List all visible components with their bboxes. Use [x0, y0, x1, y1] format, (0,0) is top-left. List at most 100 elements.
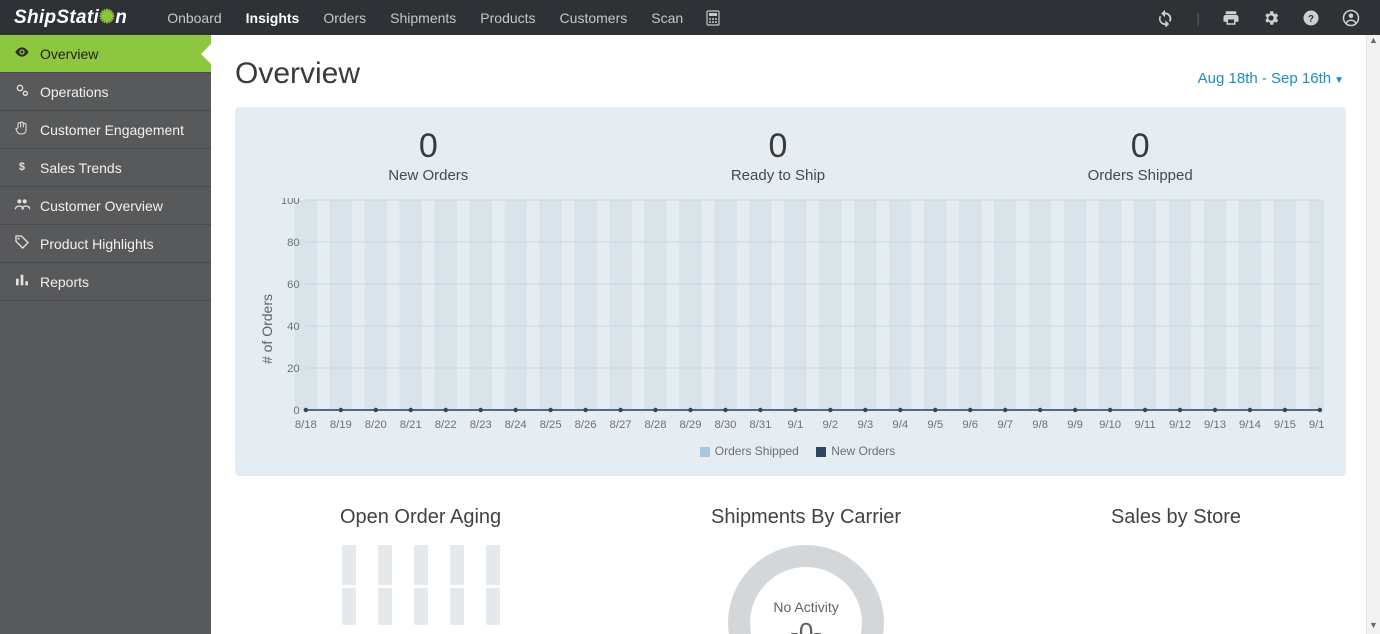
sidebar: Overview Operations Customer Engagement …	[0, 35, 211, 634]
sidebar-item-reports[interactable]: Reports	[0, 263, 211, 301]
page-title: Overview	[235, 57, 360, 91]
svg-text:8/29: 8/29	[679, 419, 701, 431]
svg-text:100: 100	[281, 198, 300, 207]
svg-text:9/13: 9/13	[1204, 419, 1226, 431]
svg-text:9/10: 9/10	[1099, 419, 1121, 431]
scrollbar[interactable]: ▲ ▼	[1366, 35, 1380, 634]
sidebar-item-sales-trends[interactable]: $ Sales Trends	[0, 149, 211, 187]
svg-text:9/1: 9/1	[788, 419, 804, 431]
svg-text:9/3: 9/3	[857, 419, 873, 431]
carrier-donut: No Activity -0-	[728, 545, 884, 634]
svg-text:8/30: 8/30	[714, 419, 736, 431]
sidebar-item-customer-overview[interactable]: Customer Overview	[0, 187, 211, 225]
sidebar-item-label: Customer Overview	[40, 198, 163, 214]
kpi-ready-to-ship: 0 Ready to Ship	[731, 129, 825, 184]
eye-icon	[14, 44, 30, 63]
nav-shipments[interactable]: Shipments	[378, 0, 468, 35]
legend-swatch-new	[816, 447, 826, 457]
sidebar-item-engagement[interactable]: Customer Engagement	[0, 111, 211, 149]
svg-text:9/2: 9/2	[822, 419, 838, 431]
panel-sales-by-store: Sales by Store	[1111, 506, 1241, 634]
svg-text:9/16: 9/16	[1309, 419, 1324, 431]
y-axis-label: # of Orders	[257, 272, 275, 364]
brand-logo[interactable]: ShipStati✺n	[0, 6, 155, 29]
svg-text:8/22: 8/22	[435, 419, 457, 431]
sidebar-item-label: Product Highlights	[40, 236, 154, 252]
svg-text:20: 20	[287, 363, 300, 375]
scroll-up-icon[interactable]: ▲	[1367, 35, 1380, 49]
donut-label: No Activity	[773, 599, 838, 615]
settings-icon[interactable]	[1262, 9, 1280, 27]
brand-prefix: ShipStati	[14, 7, 99, 28]
date-range-label: Aug 18th - Sep 16th	[1198, 70, 1331, 87]
nav-orders[interactable]: Orders	[311, 0, 378, 35]
secondary-panels: Open Order Aging Shipments By Carrier No…	[235, 506, 1346, 634]
aging-bars	[340, 545, 501, 625]
kpi-label: New Orders	[388, 167, 468, 184]
sidebar-item-label: Customer Engagement	[40, 122, 184, 138]
aging-bar	[414, 545, 428, 625]
chevron-down-icon: ▼	[1334, 75, 1344, 86]
legend-swatch-shipped	[700, 447, 710, 457]
calculator-icon[interactable]	[695, 0, 731, 35]
nav-customers[interactable]: Customers	[548, 0, 640, 35]
account-icon[interactable]	[1342, 9, 1360, 27]
nav-onboard[interactable]: Onboard	[155, 0, 233, 35]
kpi-value: 0	[731, 129, 825, 163]
print-icon[interactable]	[1222, 9, 1240, 27]
nav-insights[interactable]: Insights	[234, 0, 312, 35]
svg-text:8/31: 8/31	[749, 419, 771, 431]
hand-icon	[14, 120, 30, 139]
orders-chart-wrap: # of Orders 0 20 40 60 80 100 8/18 8/19 8/20 8/21…	[257, 198, 1324, 438]
panel-title: Open Order Aging	[340, 506, 501, 529]
kpi-value: 0	[1088, 129, 1193, 163]
orders-chart: 0204060801008/188/198/208/218/228/238/24…	[275, 198, 1324, 438]
help-icon[interactable]: ?	[1302, 9, 1320, 27]
sidebar-item-product-highlights[interactable]: Product Highlights	[0, 225, 211, 263]
svg-text:40: 40	[287, 321, 300, 333]
svg-text:80: 80	[287, 237, 300, 249]
svg-text:8/26: 8/26	[575, 419, 597, 431]
svg-text:8/21: 8/21	[400, 419, 422, 431]
date-range-picker[interactable]: Aug 18th - Sep 16th▼	[1198, 70, 1344, 87]
kpi-orders-shipped: 0 Orders Shipped	[1088, 129, 1193, 184]
svg-text:60: 60	[287, 279, 300, 291]
users-icon	[14, 196, 30, 215]
aging-bar	[450, 545, 464, 625]
svg-text:$: $	[19, 161, 25, 173]
svg-text:8/19: 8/19	[330, 419, 352, 431]
legend-label-new: New Orders	[831, 444, 895, 458]
chart-legend: Orders Shipped New Orders	[257, 444, 1324, 458]
panel-shipments-by-carrier: Shipments By Carrier No Activity -0-	[711, 506, 901, 634]
aging-bar	[378, 545, 392, 625]
svg-text:8/18: 8/18	[295, 419, 317, 431]
svg-text:9/6: 9/6	[962, 419, 978, 431]
svg-text:8/23: 8/23	[470, 419, 492, 431]
sidebar-item-overview[interactable]: Overview	[0, 35, 211, 73]
main-content: Overview Aug 18th - Sep 16th▼ 0 New Orde…	[211, 35, 1366, 634]
sidebar-item-label: Reports	[40, 274, 89, 290]
svg-text:8/20: 8/20	[365, 419, 387, 431]
scroll-down-icon[interactable]: ▼	[1367, 620, 1380, 634]
kpi-value: 0	[388, 129, 468, 163]
panel-title: Sales by Store	[1111, 506, 1241, 529]
top-nav: ShipStati✺n Onboard Insights Orders Ship…	[0, 0, 1380, 35]
svg-text:9/8: 9/8	[1032, 419, 1048, 431]
refresh-icon[interactable]	[1156, 9, 1174, 27]
svg-text:9/7: 9/7	[997, 419, 1013, 431]
barchart-icon	[14, 272, 30, 291]
svg-text:8/27: 8/27	[610, 419, 632, 431]
svg-text:0: 0	[293, 405, 299, 417]
svg-text:9/14: 9/14	[1239, 419, 1261, 431]
svg-text:9/11: 9/11	[1134, 419, 1155, 431]
svg-text:9/9: 9/9	[1067, 419, 1083, 431]
nav-scan[interactable]: Scan	[639, 0, 695, 35]
top-right-tools: | ?	[1156, 9, 1366, 27]
kpi-label: Ready to Ship	[731, 167, 825, 184]
legend-label-shipped: Orders Shipped	[715, 444, 799, 458]
tag-icon	[14, 234, 30, 253]
sidebar-item-operations[interactable]: Operations	[0, 73, 211, 111]
nav-products[interactable]: Products	[468, 0, 547, 35]
sidebar-item-label: Overview	[40, 46, 98, 62]
sidebar-item-label: Sales Trends	[40, 160, 122, 176]
